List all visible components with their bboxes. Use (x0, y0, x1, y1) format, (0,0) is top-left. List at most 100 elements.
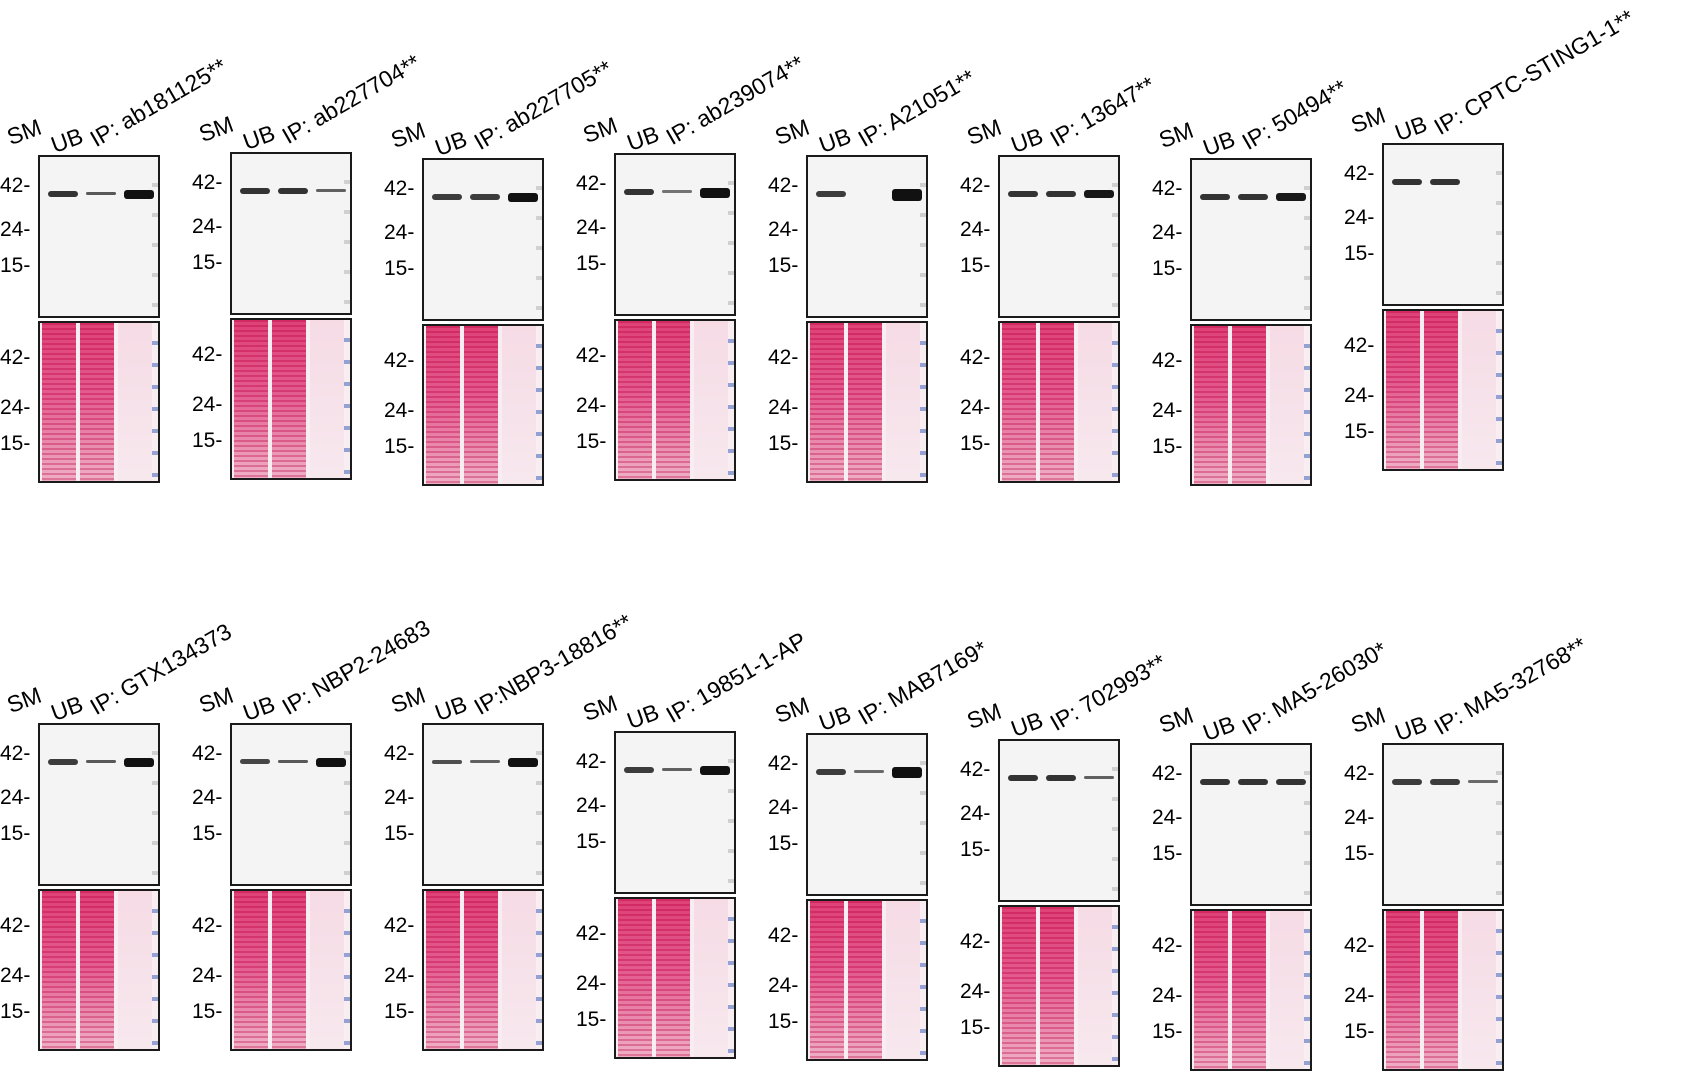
lane-header: SM UB IP: 702993** (960, 649, 1170, 742)
mw-marker-label: 24- (960, 218, 991, 241)
lane-header: SM UB IP:NBP3-18816** (384, 608, 636, 725)
stained-lane (810, 323, 844, 481)
protein-band (278, 188, 308, 194)
lane-label-sm: SM (1347, 701, 1389, 738)
mw-marker-label: 15- (1344, 242, 1375, 265)
western-blot-image (998, 739, 1120, 902)
mw-marker-label: 24- (768, 974, 799, 997)
mw-marker-label: 42- (960, 174, 991, 197)
stained-lane (1002, 907, 1036, 1065)
lane-label-ub: UB (47, 690, 87, 726)
mw-marker-label: 15- (960, 432, 991, 455)
western-blot-image (806, 733, 928, 896)
ip-lane (886, 323, 920, 481)
mw-marker-label: 15- (192, 822, 223, 845)
mw-marker-label: 24- (384, 221, 415, 244)
marker-ladder (728, 321, 734, 479)
protein-band (1200, 779, 1230, 785)
western-blot-image (38, 155, 160, 318)
stained-lane (80, 323, 114, 481)
ip-lane (502, 891, 536, 1049)
stained-lane (1040, 323, 1074, 481)
marker-ladder (1496, 311, 1502, 469)
stained-lane (848, 901, 882, 1059)
protein-band (86, 191, 116, 196)
protein-band (1084, 776, 1114, 779)
stained-lane (1232, 326, 1266, 484)
ponceau-stain-image (614, 319, 736, 481)
blot-panel: SM UB IP: MAB7169* 42- 24- 15- 42- 24- 15- (768, 0, 992, 1064)
ponceau-stain-image (998, 321, 1120, 483)
blot-panel: SM UB IP: 702993** 42- 24- 15- 42- 24- 15- (960, 0, 1170, 1067)
mw-marker-label: 42- (960, 758, 991, 781)
marker-ladder (1304, 326, 1310, 484)
ponceau-stain-image (1190, 324, 1312, 486)
ponceau-stain-image (806, 321, 928, 483)
marker-ladder (536, 326, 542, 484)
mw-marker-label: 42- (192, 343, 223, 366)
protein-band (316, 189, 346, 192)
protein-band (1200, 194, 1230, 200)
mw-marker-label: 15- (0, 822, 31, 845)
marker-ladder (1112, 323, 1118, 481)
mw-marker-label: 24- (192, 964, 223, 987)
western-blot-image (1190, 158, 1312, 321)
ip-lane (1078, 323, 1112, 481)
marker-ladder (536, 725, 542, 884)
protein-band (1468, 780, 1498, 784)
lane-label-sm: SM (771, 691, 813, 728)
marker-ladder (920, 901, 926, 1059)
protein-band (470, 760, 500, 763)
stained-lane (618, 899, 652, 1057)
ip-lane (1270, 326, 1304, 484)
lane-label-ub: UB (431, 690, 471, 726)
mw-marker-label: 24- (768, 218, 799, 241)
mw-marker-label: 15- (0, 254, 31, 277)
protein-band (278, 759, 308, 764)
mw-marker-label: 42- (1344, 162, 1375, 185)
marker-ladder (1496, 745, 1502, 904)
mw-marker-label: 15- (1344, 842, 1375, 865)
marker-ladder (920, 157, 926, 316)
mw-marker-label: 42- (192, 914, 223, 937)
blot-panel: SM UB IP: ab239074** 42- 24- 15- 42- 24- 15- (576, 0, 809, 1064)
ip-lane (694, 899, 728, 1057)
western-blot-image (230, 723, 352, 886)
stained-lane (234, 891, 268, 1049)
ip-lane (118, 323, 152, 481)
lane-header: SM UB IP: GTX134373 (0, 618, 235, 726)
mw-marker-label: 24- (384, 786, 415, 809)
marker-ladder (152, 725, 158, 884)
mw-marker-label: 15- (1344, 420, 1375, 443)
ponceau-stain-image (38, 889, 160, 1051)
mw-marker-label: 42- (0, 174, 31, 197)
mw-marker-label: 24- (0, 218, 31, 241)
mw-marker-label: 24- (768, 396, 799, 419)
marker-ladder (920, 735, 926, 894)
mw-marker-label: 24- (1344, 984, 1375, 1007)
blot-panel: SM UB IP: 50494** 42- 24- 15- 42- 24- 15- (1152, 0, 1351, 1064)
mw-marker-label: 24- (192, 786, 223, 809)
protein-band (624, 189, 654, 195)
blot-panel: SM UB IP:NBP3-18816** 42- 24- 15- 42- 24- 15- (384, 0, 636, 1064)
mw-marker-label: 42- (0, 742, 31, 765)
ponceau-stain-image (38, 321, 160, 483)
protein-band (624, 767, 654, 773)
protein-band (1430, 779, 1460, 785)
ip-antibody-label: IP: MA5-32768** (1429, 631, 1591, 740)
stained-lane (1386, 311, 1420, 469)
protein-band (316, 758, 346, 767)
stained-lane (426, 891, 460, 1049)
lane-label-ub: UB (623, 698, 663, 734)
mw-marker-label: 24- (192, 393, 223, 416)
blot-panel: SM UB IP: 19851-1-AP 42- 24- 15- 42- 24- 15- (576, 0, 811, 1064)
protein-band (1392, 179, 1422, 185)
mw-marker-label: 24- (576, 394, 607, 417)
ip-lane (1078, 907, 1112, 1065)
protein-band (1276, 193, 1306, 202)
mw-marker-label: 24- (384, 399, 415, 422)
mw-marker-label: 24- (0, 964, 31, 987)
mw-marker-label: 15- (0, 1000, 31, 1023)
stained-lane (80, 891, 114, 1049)
mw-marker-label: 42- (0, 914, 31, 937)
